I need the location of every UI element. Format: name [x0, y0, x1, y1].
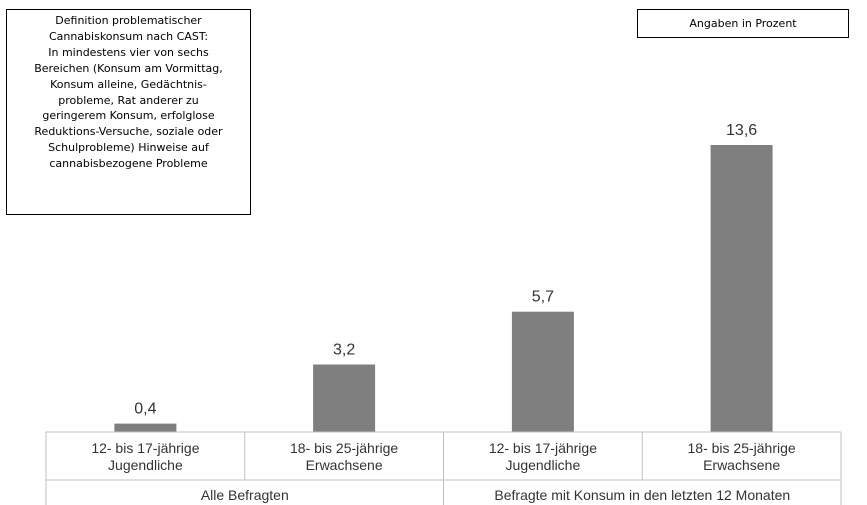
category-label: Jugendliche [506, 457, 581, 473]
definition-line: geringerem Konsum, erfolglose [42, 109, 215, 123]
group-label: Befragte mit Konsum in den letzten 12 Mo… [494, 487, 790, 503]
bar [511, 311, 574, 432]
bar [114, 423, 177, 432]
definition-line: Definition problematischer [55, 14, 202, 27]
category-label: 12- bis 17-jährige [91, 440, 199, 456]
definition-line: Bereichen (Konsum am Vormittag, [34, 61, 223, 75]
bar-value-label: 0,4 [134, 401, 156, 418]
labels-layer: 0,43,25,713,612- bis 17-jährigeJugendlic… [91, 122, 796, 503]
category-axis [45, 431, 842, 505]
bar [313, 364, 376, 432]
definition-line: probleme, Rat anderer zu [58, 93, 199, 107]
group-label: Alle Befragten [201, 487, 289, 503]
definition-line: Konsum alleine, Gedächtnis- [50, 77, 207, 91]
definition-box: Definition problematischer Cannabiskonsu… [6, 9, 251, 215]
definition-line: In mindestens vier von sechs [48, 45, 209, 59]
definition-line: Cannabiskonsum nach CAST: [48, 29, 209, 43]
category-label: 18- bis 25-jährige [290, 440, 398, 456]
bars-layer [114, 145, 773, 432]
category-label: 18- bis 25-jährige [688, 440, 796, 456]
category-label: Jugendliche [108, 457, 183, 473]
bar-value-label: 13,6 [726, 122, 757, 139]
definition-line: Schulprobleme) Hinweise auf [48, 141, 209, 155]
definition-line: Reduktions-Versuche, soziale oder [34, 125, 223, 139]
bar-value-label: 3,2 [333, 342, 355, 359]
units-note: Angaben in Prozent [637, 9, 849, 38]
category-label: Erwachsene [703, 457, 780, 473]
category-label: Erwachsene [306, 457, 383, 473]
definition-line: cannabisbezogene Probleme [49, 157, 208, 171]
bar-value-label: 5,7 [532, 289, 554, 306]
category-label: 12- bis 17-jährige [489, 440, 597, 456]
bar [710, 145, 773, 432]
